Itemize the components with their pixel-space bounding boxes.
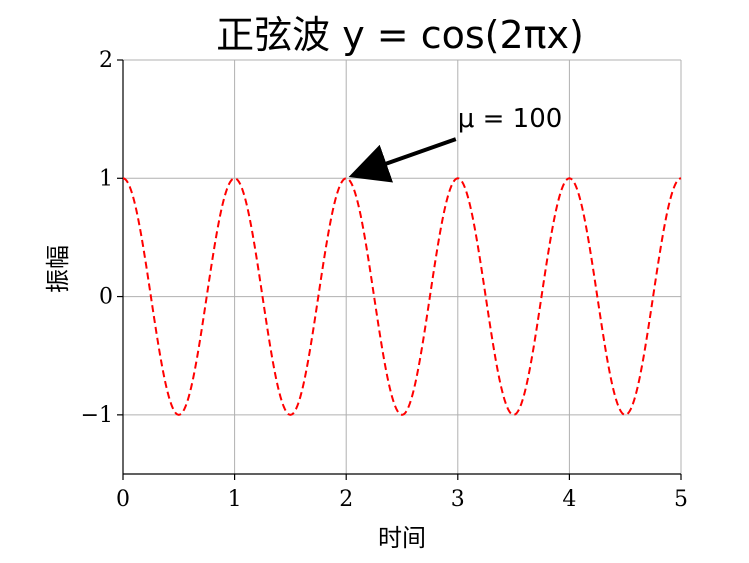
y-tick-label: 2 bbox=[99, 48, 113, 73]
x-tick-label: 1 bbox=[228, 487, 242, 512]
x-tick-label: 5 bbox=[674, 487, 688, 512]
tick-layer: 0 1 2 3 4 5 −1 0 1 2 bbox=[81, 48, 688, 512]
annotation-text: μ = 100 bbox=[458, 104, 562, 134]
chart-title: 正弦波 y = cos(2πx) bbox=[216, 13, 584, 57]
x-tick-label: 4 bbox=[562, 487, 576, 512]
y-tick-label: 1 bbox=[99, 166, 113, 191]
annotation-layer: μ = 100 bbox=[348, 104, 562, 183]
series-line bbox=[122, 177, 682, 416]
x-axis-label: 时间 bbox=[378, 524, 426, 552]
y-axis-label: 振幅 bbox=[44, 245, 72, 293]
y-tick-label: 0 bbox=[99, 285, 113, 310]
series-layer bbox=[122, 177, 682, 416]
axis-frame bbox=[122, 60, 681, 475]
grid-layer bbox=[122, 59, 682, 474]
y-tick-label: −1 bbox=[81, 403, 113, 428]
annotation-arrow bbox=[348, 137, 457, 183]
x-tick-label: 2 bbox=[339, 487, 353, 512]
x-tick-label: 0 bbox=[116, 487, 130, 512]
x-tick-label: 3 bbox=[451, 487, 465, 512]
